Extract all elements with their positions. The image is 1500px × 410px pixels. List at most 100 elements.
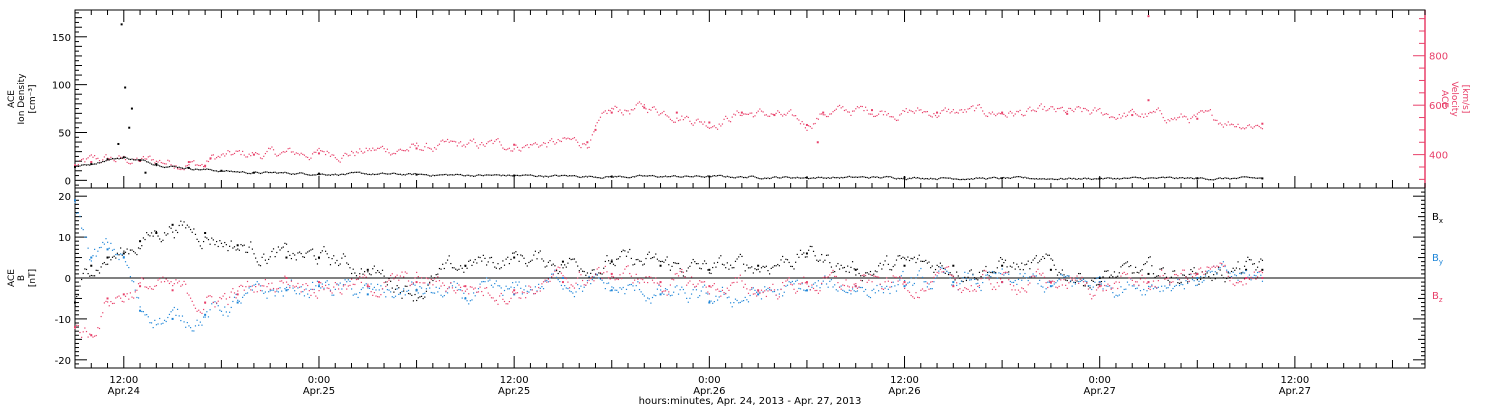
density-sample-513 <box>908 177 911 179</box>
field-by-sample-705 <box>1221 264 1223 266</box>
velocity-sample-471 <box>840 107 842 109</box>
density-sample-534 <box>943 177 945 179</box>
field-bz-sample-312 <box>581 279 584 282</box>
density-sample-132 <box>289 173 291 175</box>
field-bz-sample-364 <box>666 294 668 296</box>
field-by-sample-620 <box>1082 278 1085 280</box>
field-bx-sample-75 <box>196 238 198 240</box>
field-by-sample-38 <box>136 296 138 299</box>
velocity-sample-613 <box>1071 109 1073 111</box>
field-by-sample-59 <box>170 311 172 313</box>
velocity-sample-605 <box>1058 107 1060 110</box>
field-by-sample-487 <box>866 294 868 296</box>
field-bx-sample-641 <box>1117 275 1119 277</box>
field-bx-point-24 <box>1001 264 1004 267</box>
field-bx-sample-141 <box>303 256 306 258</box>
field-bz-point-21 <box>903 281 906 284</box>
field-by-sample-681 <box>1182 284 1184 286</box>
density-sample-530 <box>936 178 938 181</box>
field-by-sample-612 <box>1069 280 1072 282</box>
field-by-sample-224 <box>438 287 441 289</box>
field-bx-sample-653 <box>1136 271 1138 273</box>
field-by-sample-131 <box>287 289 289 291</box>
field-bz-sample-135 <box>294 286 296 288</box>
density-sample-336 <box>621 176 623 178</box>
velocity-sample-654 <box>1138 115 1140 117</box>
field-by-sample-200 <box>399 293 402 295</box>
field-bx-point-6 <box>171 223 174 226</box>
density-sample-674 <box>1170 176 1172 178</box>
velocity-sample-608 <box>1063 110 1065 112</box>
field-by-sample-241 <box>466 300 468 302</box>
field-bx-sample-264 <box>503 264 506 266</box>
velocity-point-25 <box>1131 114 1134 117</box>
velocity-sample-355 <box>651 106 654 109</box>
field-bx-sample-154 <box>324 250 327 252</box>
field-bx-sample-522 <box>923 260 925 263</box>
field-bx-sample-56 <box>165 234 167 236</box>
field-bz-sample-384 <box>699 280 701 282</box>
field-bz-sample-167 <box>346 288 348 290</box>
density-sample-57 <box>167 166 169 168</box>
field-by-sample-322 <box>598 277 600 279</box>
field-bx-sample-289 <box>544 266 546 268</box>
field-bx-sample-366 <box>669 269 672 271</box>
velocity-sample-440 <box>790 109 792 111</box>
density-sample-264 <box>503 174 506 177</box>
velocity-sample-616 <box>1076 106 1078 108</box>
velocity-sample-595 <box>1042 108 1044 110</box>
field-bz-sample-644 <box>1121 272 1124 275</box>
time-tick-label: 12:00 <box>1280 375 1309 386</box>
field-by-sample-417 <box>752 287 754 289</box>
field-bx-sample-423 <box>762 265 764 268</box>
velocity-sample-361 <box>661 112 663 114</box>
density-sample-480 <box>855 176 857 178</box>
velocity-sample-474 <box>845 109 847 111</box>
velocity-sample-581 <box>1019 109 1021 112</box>
density-sample-648 <box>1128 177 1130 179</box>
velocity-sample-396 <box>718 123 720 125</box>
field-by-sample-348 <box>640 291 642 293</box>
velocity-sample-145 <box>310 157 312 159</box>
field-by-sample-587 <box>1029 276 1031 278</box>
velocity-sample-558 <box>982 110 984 112</box>
field-bz-sample-348 <box>640 278 642 280</box>
field-by-sample-232 <box>451 285 454 287</box>
field-bz-sample-116 <box>263 285 265 287</box>
field-by-sample-709 <box>1227 270 1229 273</box>
field-bz-sample-630 <box>1099 282 1101 284</box>
velocity-point-19 <box>805 123 808 126</box>
density-sample-487 <box>866 176 868 179</box>
density-sample-683 <box>1185 177 1187 179</box>
field-bz-sample-366 <box>669 284 672 286</box>
field-bx-sample-504 <box>894 264 896 266</box>
field-bx-sample-363 <box>664 259 667 261</box>
field-bz-sample-548 <box>965 288 968 290</box>
velocity-sample-592 <box>1037 107 1039 109</box>
field-bx-sample-405 <box>733 267 735 269</box>
velocity-sample-122 <box>272 149 275 151</box>
field-by-sample-467 <box>834 284 836 286</box>
field-bz-sample-270 <box>513 293 515 295</box>
velocity-sample-338 <box>624 109 626 111</box>
field-bx-sample-352 <box>647 253 649 255</box>
density-sample-62 <box>175 166 177 168</box>
field-bz-sample-59 <box>170 281 172 283</box>
velocity-sample-717 <box>1240 128 1242 130</box>
field-by-sample-27 <box>118 258 120 261</box>
velocity-outlier-0 <box>1147 15 1150 18</box>
field-by-sample-135 <box>294 290 296 292</box>
velocity-sample-511 <box>905 108 907 110</box>
field-by-sample-205 <box>407 289 410 292</box>
density-sample-462 <box>825 177 828 179</box>
velocity-sample-722 <box>1248 124 1251 126</box>
density-sample-122 <box>272 171 275 173</box>
density-sample-384 <box>699 175 701 177</box>
velocity-sample-49 <box>154 162 156 164</box>
velocity-sample-379 <box>690 123 693 125</box>
field-by-sample-333 <box>616 289 618 291</box>
field-by-sample-418 <box>754 289 756 291</box>
field-bz-sample-700 <box>1213 265 1215 267</box>
velocity-sample-432 <box>777 110 779 112</box>
field-bx-sample-317 <box>590 272 592 274</box>
